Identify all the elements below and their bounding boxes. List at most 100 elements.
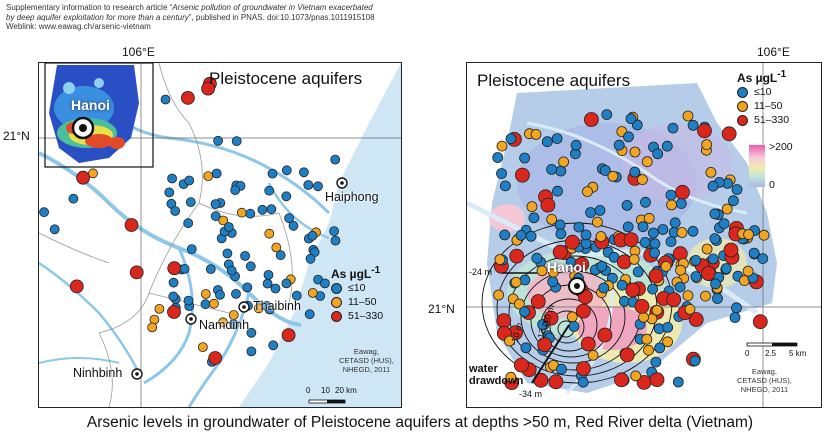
right-legend-high-swatch — [737, 114, 748, 126]
right-sample-well-medium — [548, 266, 559, 278]
left-sample-well-low — [167, 173, 178, 184]
left-sample-well-low — [281, 278, 292, 289]
right-sample-well-low — [707, 180, 719, 192]
right-sample-well-medium — [630, 370, 642, 382]
left-sample-well-low — [307, 230, 318, 241]
right-sample-well-low — [665, 189, 677, 201]
right-sample-well-high — [552, 244, 568, 260]
right-sample-well-low — [525, 230, 537, 242]
right-sample-well-high — [514, 357, 529, 373]
right-sample-well-medium — [536, 265, 548, 277]
right-sample-well-low — [621, 199, 633, 211]
left-sample-well-low — [288, 220, 299, 231]
right-sample-well-low — [556, 363, 567, 375]
right-sample-well-high — [548, 374, 564, 390]
right-sample-well-medium — [705, 167, 717, 178]
right-sample-well-medium — [628, 253, 640, 265]
left-sample-well-low — [246, 346, 257, 357]
right-sample-well-low — [637, 221, 649, 233]
right-sample-well-low — [674, 281, 686, 293]
right-sample-well-low — [690, 254, 702, 266]
left-sample-well-low — [170, 206, 181, 216]
left-sample-well-low — [223, 222, 234, 232]
left-sample-well-medium — [147, 322, 158, 333]
right-sample-well-high — [634, 298, 650, 314]
right-sample-well-medium — [566, 311, 578, 323]
left-sample-well-low — [240, 250, 251, 261]
left-map-graphics — [39, 63, 401, 407]
left-sample-well-medium — [264, 228, 275, 239]
right-sample-well-high — [688, 312, 704, 327]
left-sample-well-low — [39, 207, 49, 218]
right-sample-well-medium — [700, 290, 711, 302]
left-sample-well-low — [245, 261, 256, 272]
right-sample-well-low — [672, 376, 684, 388]
left-sample-well-low — [68, 193, 79, 204]
right-sample-well-low — [519, 152, 530, 164]
right-sample-well-medium — [595, 231, 607, 242]
right-sample-well-low — [712, 293, 723, 304]
left-sample-well-low — [183, 295, 194, 306]
right-sample-well-low — [709, 208, 721, 220]
left-sample-well-low — [261, 300, 272, 311]
header-weblink: Weblink: www.eawag.ch/arsenic-vietnam — [6, 22, 151, 31]
right-sample-well-low — [552, 185, 563, 197]
left-scale-0: 0 — [306, 386, 311, 395]
right-sample-well-high — [623, 232, 639, 248]
right-sample-well-low — [689, 355, 701, 367]
right-sample-well-low — [596, 260, 608, 272]
right-sample-well-low — [639, 236, 651, 248]
left-legend-high: 51–330 — [331, 309, 383, 323]
left-sample-well-low — [304, 309, 315, 320]
left-sample-well-low — [264, 185, 275, 196]
right-sample-well-low — [731, 184, 743, 195]
right-sample-well-high — [625, 282, 641, 298]
right-sample-well-high — [576, 303, 591, 319]
left-sample-well-medium — [218, 317, 228, 328]
right-sample-well-medium — [494, 254, 506, 265]
left-scale-20: 20 km — [335, 386, 357, 395]
right-sample-well-medium — [684, 303, 696, 315]
right-legend-title: As µgL-1 — [737, 69, 787, 85]
right-sample-well-high — [648, 268, 664, 284]
left-sample-well-high — [167, 261, 182, 276]
right-sample-well-low — [647, 227, 659, 239]
header-line-2: by deep aquifer exploitation for more th… — [6, 12, 375, 22]
left-sample-well-low — [262, 278, 273, 289]
left-sample-well-low — [164, 187, 175, 198]
right-scale-5: 5 km — [789, 349, 807, 358]
right-credit: Eawag, CETASD (HUS), NHEGD, 2011 — [737, 367, 792, 394]
left-sample-well-low — [231, 136, 242, 147]
right-sample-well-medium — [504, 335, 515, 347]
right-sample-well-high — [543, 310, 559, 326]
right-sample-well-low — [616, 279, 628, 291]
right-sample-well-medium — [638, 311, 650, 323]
left-sample-well-low — [268, 340, 279, 351]
right-sample-well-medium — [607, 170, 619, 182]
right-hanoi-label: Hanoi — [547, 259, 586, 275]
header-line-1: Supplementary information to research ar… — [6, 3, 373, 12]
haiphong-label: Haiphong — [325, 190, 379, 204]
right-sample-well-low — [690, 271, 702, 282]
left-sample-well-high — [201, 81, 216, 96]
left-sample-well-low — [183, 218, 194, 229]
left-sample-well-low — [230, 185, 241, 195]
left-sample-well-low — [205, 264, 216, 275]
right-sample-well-medium — [701, 243, 713, 255]
left-sample-well-low — [229, 319, 239, 330]
right-sample-well-low — [718, 218, 730, 230]
right-sample-well-low — [555, 165, 567, 177]
left-sample-well-low — [275, 250, 286, 261]
right-sample-well-low — [546, 164, 557, 175]
right-scale-bar — [746, 342, 798, 347]
right-sample-well-low — [613, 139, 625, 151]
left-sample-well-low — [267, 168, 278, 179]
left-sample-well-low — [231, 288, 241, 299]
right-sample-well-medium — [629, 146, 641, 158]
right-sample-well-low — [748, 247, 760, 259]
right-sample-well-low — [623, 131, 634, 143]
right-sample-well-low — [649, 238, 661, 250]
left-sample-well-low — [168, 277, 179, 288]
right-sample-well-low — [731, 302, 742, 314]
right-sample-well-medium — [530, 129, 542, 140]
